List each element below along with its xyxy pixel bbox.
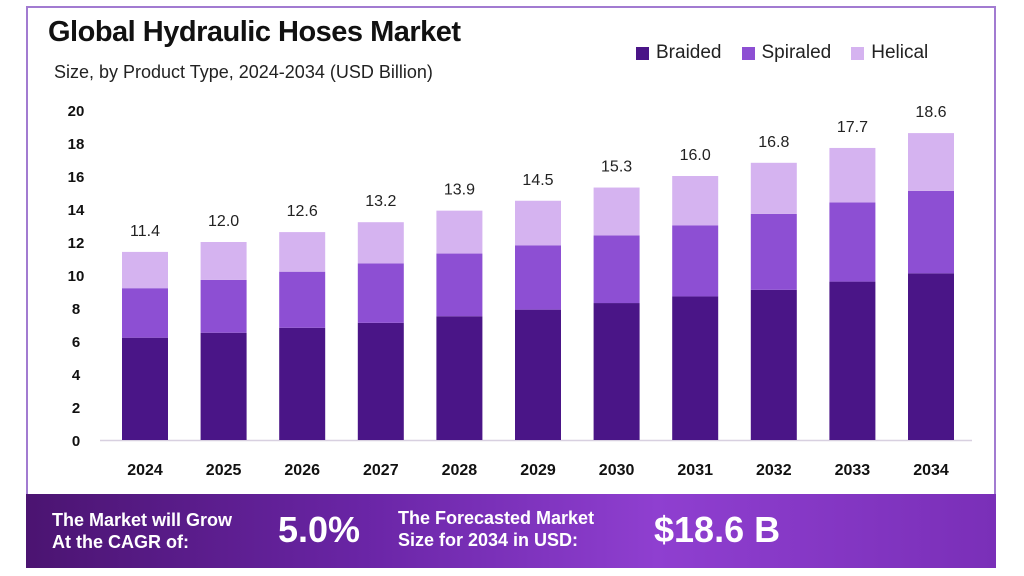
bar-segment-helical bbox=[279, 232, 326, 272]
bar-segment-spiraled bbox=[908, 190, 954, 274]
y-tick-label: 2 bbox=[72, 400, 80, 417]
legend-label-spiraled: Spiraled bbox=[761, 42, 832, 63]
bar-segment-braided bbox=[122, 337, 168, 440]
x-tick-label: 2027 bbox=[363, 462, 399, 479]
bar-total-label: 13.2 bbox=[365, 193, 396, 210]
bar-segment-braided bbox=[672, 296, 719, 440]
x-tick-label: 2029 bbox=[520, 462, 556, 479]
legend-label-braided: Braided bbox=[656, 42, 722, 63]
cagr-label: The Market will Grow At the CAGR of: bbox=[52, 509, 232, 553]
bar-total-label: 13.9 bbox=[444, 182, 475, 199]
bar-segment-helical bbox=[829, 147, 876, 203]
cagr-value: 5.0% bbox=[278, 509, 361, 550]
bar-segment-spiraled bbox=[279, 271, 326, 328]
bar-segment-spiraled bbox=[357, 263, 404, 323]
bar-segment-braided bbox=[829, 281, 876, 440]
forecast-label-line1: The Forecasted Market bbox=[398, 508, 595, 528]
bar-segment-braided bbox=[908, 273, 954, 440]
bar-total-label: 16.8 bbox=[758, 134, 789, 151]
y-tick-label: 16 bbox=[68, 169, 85, 186]
x-tick-label: 2032 bbox=[756, 462, 792, 479]
bar-total-label: 17.7 bbox=[837, 119, 868, 136]
legend-label-helical: Helical bbox=[871, 42, 929, 63]
bar-total-label: 16.0 bbox=[680, 147, 711, 164]
bar-segment-spiraled bbox=[200, 279, 247, 333]
x-tick-label: 2028 bbox=[442, 462, 478, 479]
bar-segment-braided bbox=[279, 327, 326, 440]
y-tick-label: 6 bbox=[72, 334, 80, 351]
bar-total-label: 12.6 bbox=[287, 203, 318, 220]
y-tick-label: 0 bbox=[72, 433, 80, 450]
legend-item-braided: Braided bbox=[636, 42, 722, 64]
legend-item-helical: Helical bbox=[851, 42, 928, 64]
y-tick-label: 18 bbox=[68, 136, 85, 153]
bar-segment-helical bbox=[593, 187, 640, 236]
legend-swatch-spiraled bbox=[741, 46, 755, 60]
x-tick-label: 2033 bbox=[835, 462, 871, 479]
legend-item-spiraled: Spiraled bbox=[741, 42, 832, 64]
bar-segment-helical bbox=[672, 176, 719, 226]
forecast-label-line2: Size for 2034 in USD: bbox=[398, 530, 579, 550]
bar-segment-spiraled bbox=[672, 225, 719, 297]
bar-segment-braided bbox=[593, 303, 640, 440]
y-tick-label: 10 bbox=[68, 268, 85, 285]
bar-segment-helical bbox=[436, 210, 483, 254]
bar-segment-spiraled bbox=[436, 253, 483, 317]
bar-total-label: 14.5 bbox=[522, 172, 553, 189]
bar-segment-spiraled bbox=[515, 245, 561, 310]
cagr-label-line1: The Market will Grow bbox=[52, 510, 233, 530]
y-tick-label: 12 bbox=[68, 235, 85, 252]
bar-segment-spiraled bbox=[750, 213, 797, 290]
bar-segment-helical bbox=[515, 200, 561, 246]
bar-segment-spiraled bbox=[122, 288, 168, 338]
bar-total-label: 11.4 bbox=[130, 223, 160, 240]
bar-segment-braided bbox=[357, 322, 404, 440]
bar-segment-braided bbox=[436, 316, 483, 440]
x-tick-label: 2025 bbox=[206, 462, 242, 479]
summary-banner: The Market will Grow At the CAGR of: 5.0… bbox=[26, 494, 996, 568]
bar-segment-helical bbox=[200, 242, 247, 280]
x-tick-label: 2024 bbox=[127, 462, 163, 479]
y-tick-label: 4 bbox=[72, 367, 81, 384]
bar-total-label: 12.0 bbox=[208, 213, 239, 230]
chart-title: Global Hydraulic Hoses Market bbox=[48, 16, 461, 48]
legend-swatch-braided bbox=[636, 46, 649, 60]
bar-total-label: 15.3 bbox=[601, 159, 632, 176]
legend: Braided Spiraled Helical bbox=[636, 42, 928, 64]
bar-segment-spiraled bbox=[593, 235, 640, 304]
legend-swatch-helical bbox=[851, 46, 865, 60]
bar-total-label: 18.6 bbox=[915, 104, 946, 121]
bar-segment-braided bbox=[200, 332, 247, 440]
x-tick-label: 2034 bbox=[913, 462, 949, 479]
x-tick-label: 2031 bbox=[677, 462, 713, 479]
bar-segment-spiraled bbox=[829, 202, 876, 282]
bar-segment-braided bbox=[515, 309, 561, 440]
bar-segment-helical bbox=[357, 222, 404, 264]
x-tick-label: 2026 bbox=[284, 462, 320, 479]
y-tick-label: 14 bbox=[68, 202, 85, 219]
bar-segment-helical bbox=[122, 251, 168, 289]
y-tick-label: 20 bbox=[68, 103, 85, 120]
bar-segment-braided bbox=[750, 289, 797, 440]
cagr-label-line2: At the CAGR of: bbox=[52, 532, 189, 552]
forecast-value: $18.6 B bbox=[654, 509, 781, 550]
y-tick-label: 8 bbox=[72, 301, 80, 318]
x-tick-label: 2030 bbox=[599, 462, 635, 479]
bar-segment-helical bbox=[750, 162, 797, 214]
chart-subtitle: Size, by Product Type, 2024-2034 (USD Bi… bbox=[54, 62, 433, 82]
forecast-label: The Forecasted Market Size for 2034 in U… bbox=[398, 507, 594, 551]
bar-segment-helical bbox=[908, 133, 954, 191]
